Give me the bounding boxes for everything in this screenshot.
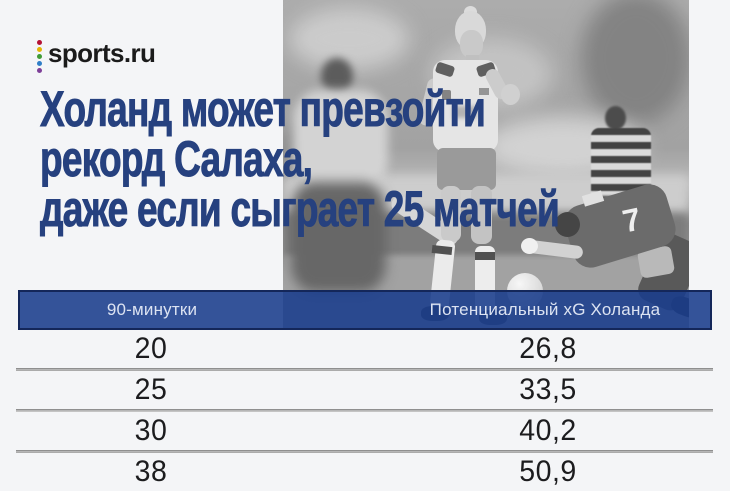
row-separator bbox=[16, 409, 713, 412]
photo-crowd-blob bbox=[289, 8, 409, 70]
headline-line-1: Холанд может превзойти bbox=[40, 81, 486, 137]
cell-minutes: 30 bbox=[134, 414, 168, 447]
headline-line-2: рекорд Салаха, bbox=[40, 131, 314, 187]
column-header-xg: Потенциальный xG Холанда bbox=[429, 300, 661, 319]
sportsru-logo[interactable]: sports.ru bbox=[37, 38, 156, 73]
logo-dot-green bbox=[37, 54, 42, 59]
row-separator bbox=[16, 368, 713, 371]
table-row: 30 40,2 bbox=[0, 412, 730, 450]
table-body: 20 26,8 25 33,5 30 40,2 38 50,9 bbox=[0, 330, 730, 491]
photo-blurred-figure-body bbox=[293, 90, 388, 190]
cell-minutes: 20 bbox=[134, 332, 168, 365]
photo-hooped-player-head bbox=[605, 106, 626, 130]
photo-fallen-player-hand bbox=[521, 238, 538, 254]
row-separator bbox=[16, 450, 713, 453]
photo-haaland-shirt-shading bbox=[453, 106, 477, 118]
photo-haaland-face bbox=[460, 30, 483, 58]
logo-dot-blue bbox=[37, 61, 42, 66]
table-row: 38 50,9 bbox=[0, 453, 730, 491]
photo-haaland-hand bbox=[501, 84, 520, 105]
table-header-bar: 90-минутки Потенциальный xG Холанда bbox=[18, 290, 712, 330]
photo-haaland-leg bbox=[471, 186, 492, 244]
logo-text: sports.ru bbox=[48, 38, 156, 68]
logo-dots-icon bbox=[37, 38, 42, 73]
photo-haaland-club-crest bbox=[442, 90, 451, 100]
photo-haaland-brand-logo bbox=[479, 88, 489, 95]
photo-haaland-shorts bbox=[437, 148, 496, 190]
cell-xg: 26,8 bbox=[519, 332, 577, 365]
photo-blurred-figure-legs bbox=[291, 182, 386, 292]
photo-haaland-sock-band bbox=[475, 252, 495, 260]
table-row: 25 33,5 bbox=[0, 371, 730, 409]
headline-line-3: даже если сыграет 25 матчей bbox=[40, 181, 560, 237]
photo-light-veil bbox=[283, 0, 689, 330]
logo-dot-red bbox=[37, 40, 42, 45]
cell-xg: 33,5 bbox=[519, 373, 577, 406]
photo-haaland-leg bbox=[441, 186, 461, 242]
page-title: Холанд может превзойти рекорд Салаха, да… bbox=[40, 81, 730, 237]
cell-minutes: 38 bbox=[134, 455, 168, 488]
logo-dot-purple bbox=[37, 68, 42, 73]
cell-xg: 40,2 bbox=[519, 414, 577, 447]
logo-dot-yellow bbox=[37, 47, 42, 52]
cell-xg: 50,9 bbox=[519, 455, 577, 488]
photo-crowd-blob bbox=[581, 0, 689, 124]
table-row: 20 26,8 bbox=[0, 330, 730, 368]
photo-blurred-figure-head bbox=[321, 58, 353, 94]
match-photo: 7 bbox=[283, 0, 689, 330]
photo-fallen-player-head bbox=[555, 212, 580, 237]
column-header-minutes: 90-минутки bbox=[106, 300, 198, 319]
cell-minutes: 25 bbox=[134, 373, 168, 406]
